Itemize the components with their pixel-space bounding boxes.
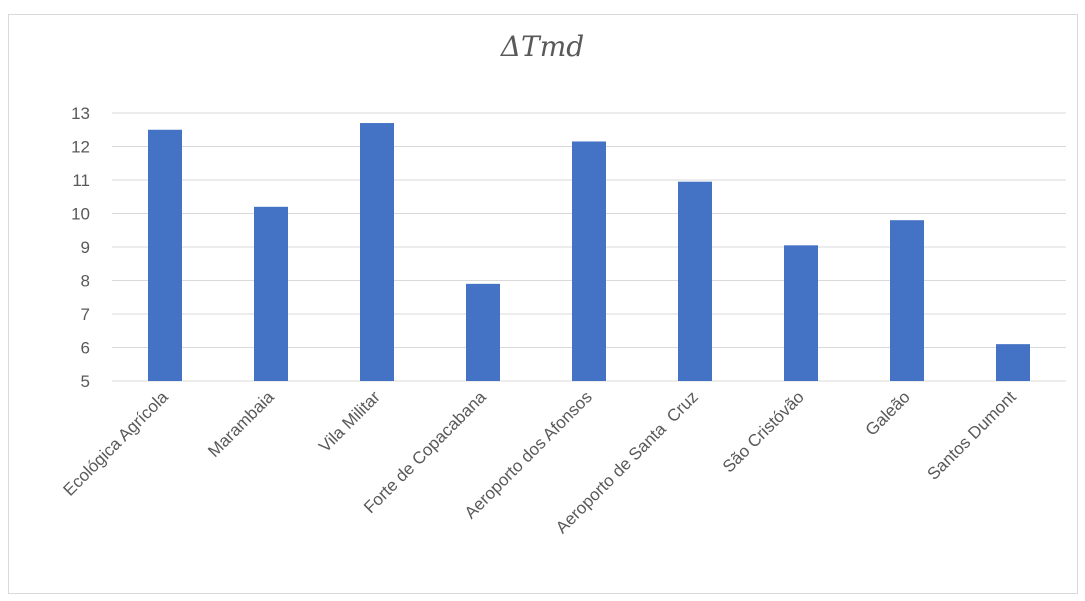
- bar: [254, 206, 288, 381]
- y-tick-label: 11: [72, 171, 90, 190]
- y-tick-label: 7: [81, 305, 90, 324]
- x-tick-label: Galeão: [862, 387, 914, 439]
- y-tick-label: 13: [71, 104, 90, 123]
- y-tick-label: 6: [81, 339, 90, 358]
- x-tick-label: Forte de Copacabana: [360, 387, 490, 517]
- x-tick-label: São Cristóvão: [719, 387, 808, 476]
- y-axis-ticks: 5 6 7 8 9 10 11 12 13: [71, 104, 90, 391]
- bar: [678, 181, 712, 381]
- y-tick-label: 5: [81, 372, 90, 391]
- x-tick-label: Vila Militar: [315, 387, 384, 456]
- bar: [996, 344, 1030, 381]
- bar: [360, 123, 394, 382]
- y-tick-label: 8: [81, 272, 90, 291]
- x-tick-label: Ecológica Agrícola: [59, 387, 172, 500]
- bar: [148, 129, 182, 381]
- bar: [784, 245, 818, 381]
- x-tick-label: Marambaia: [204, 387, 278, 461]
- bars: [148, 123, 1030, 382]
- x-tick-label: Santos Dumont: [924, 387, 1020, 483]
- y-tick-label: 10: [71, 205, 90, 224]
- x-axis-ticks: Ecológica Agrícola Marambaia Vila MilitarF…: [59, 387, 1020, 537]
- bar: [572, 141, 606, 381]
- bar: [466, 283, 500, 381]
- y-tick-label: 12: [71, 138, 90, 157]
- y-tick-label: 9: [81, 238, 90, 257]
- chart-title: ΔTmd: [500, 30, 585, 63]
- bar: [890, 220, 924, 381]
